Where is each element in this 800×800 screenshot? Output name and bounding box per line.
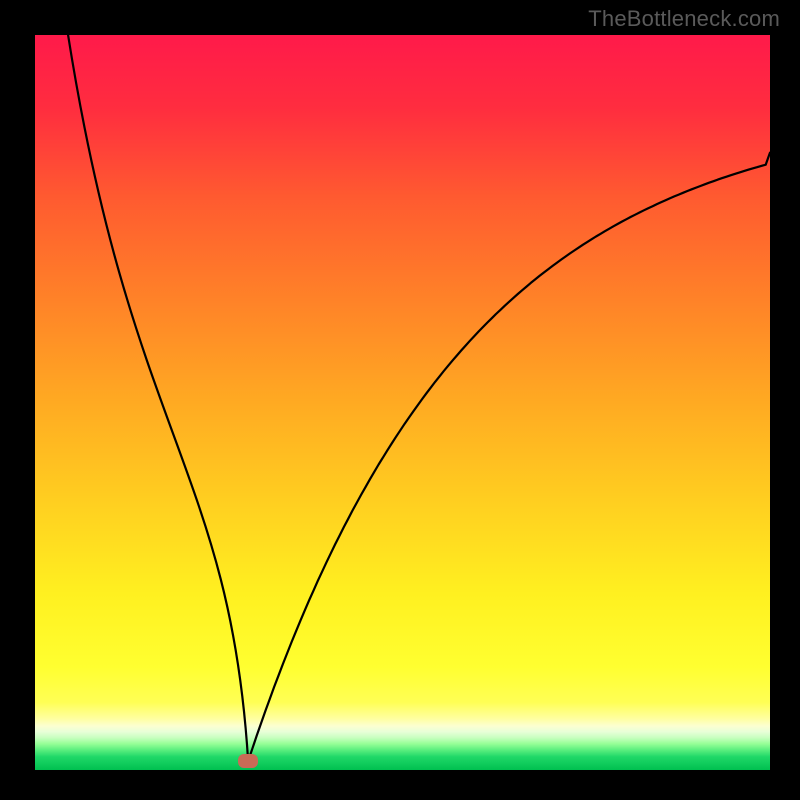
curve-path xyxy=(68,35,770,761)
bottleneck-curve xyxy=(35,35,770,770)
vertex-marker xyxy=(238,754,258,768)
plot-area xyxy=(35,35,770,770)
watermark-text: TheBottleneck.com xyxy=(588,6,780,32)
